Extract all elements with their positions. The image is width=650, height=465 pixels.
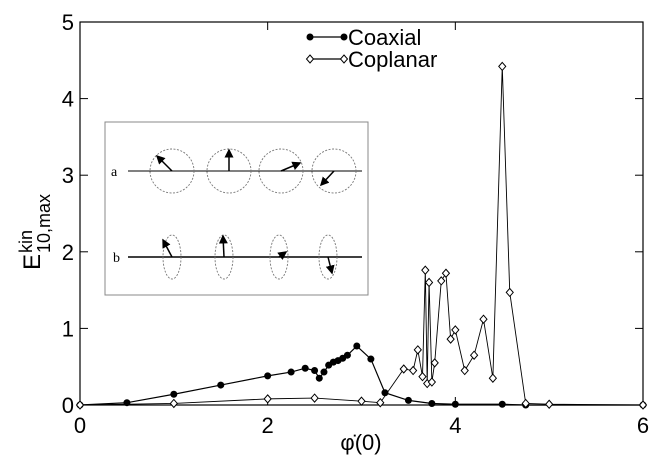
inset-circle bbox=[258, 148, 304, 194]
x-tick-label: 2 bbox=[262, 413, 274, 438]
point bbox=[287, 368, 295, 376]
legend-label: Coplanar bbox=[348, 47, 437, 72]
inset-arrow bbox=[280, 161, 302, 172]
point bbox=[545, 399, 554, 409]
legend-marker bbox=[305, 54, 315, 64]
point bbox=[428, 399, 436, 407]
inset-arrow bbox=[155, 154, 173, 172]
y-tick-label: 5 bbox=[62, 10, 74, 35]
point bbox=[451, 325, 460, 335]
series-line bbox=[79, 66, 644, 406]
inset-frame bbox=[104, 121, 369, 296]
point bbox=[123, 399, 131, 407]
inset-arrow bbox=[218, 234, 228, 258]
point bbox=[460, 365, 469, 376]
point bbox=[451, 400, 459, 408]
y-label-sub: 10,max bbox=[34, 194, 54, 253]
point bbox=[311, 367, 319, 375]
point bbox=[320, 368, 328, 376]
y-tick-label: 0 bbox=[62, 393, 74, 418]
plot-frame bbox=[79, 21, 644, 406]
inset-label: b bbox=[113, 251, 120, 266]
y-tick-label: 2 bbox=[62, 240, 74, 265]
point bbox=[263, 394, 272, 404]
point bbox=[413, 345, 422, 355]
legend-marker bbox=[340, 33, 348, 41]
point bbox=[75, 400, 85, 410]
point bbox=[315, 374, 323, 382]
point bbox=[404, 396, 412, 404]
inset-ellipse bbox=[162, 234, 182, 280]
y-label-sup: kin bbox=[16, 230, 36, 253]
point bbox=[488, 373, 498, 383]
point bbox=[424, 277, 434, 288]
point bbox=[310, 393, 319, 403]
legend-marker bbox=[306, 33, 314, 41]
point bbox=[421, 265, 430, 275]
point bbox=[264, 372, 272, 380]
point bbox=[301, 364, 309, 372]
point bbox=[357, 396, 366, 406]
point bbox=[638, 400, 648, 410]
inset-circle bbox=[149, 148, 195, 194]
inset-arrow bbox=[277, 251, 288, 261]
point bbox=[418, 371, 427, 382]
series-line bbox=[79, 345, 643, 406]
y-label-main: E bbox=[19, 254, 46, 270]
legend-marker bbox=[339, 54, 349, 64]
point bbox=[217, 381, 225, 389]
point bbox=[427, 377, 437, 387]
point bbox=[399, 364, 408, 374]
y-tick-label: 4 bbox=[62, 87, 74, 112]
y-tick-label: 3 bbox=[62, 163, 74, 188]
point bbox=[521, 398, 530, 409]
x-axis-label: φ̇(0) bbox=[340, 430, 381, 455]
point bbox=[437, 276, 446, 286]
point bbox=[367, 355, 375, 363]
x-tick-label: 0 bbox=[74, 413, 86, 438]
point bbox=[441, 268, 451, 279]
point bbox=[505, 287, 514, 298]
point bbox=[376, 397, 385, 408]
point bbox=[498, 400, 506, 408]
inset-circle bbox=[311, 148, 357, 194]
point bbox=[408, 365, 418, 376]
point bbox=[479, 314, 488, 324]
point bbox=[169, 398, 178, 409]
legend-label: Coaxial bbox=[348, 25, 421, 50]
point bbox=[498, 61, 507, 72]
inset-arrow bbox=[319, 170, 335, 187]
point bbox=[170, 390, 178, 398]
point bbox=[446, 334, 455, 344]
y-axis-label: E kin 10,max bbox=[16, 194, 54, 270]
inset-ellipse bbox=[318, 234, 338, 280]
point bbox=[469, 350, 479, 360]
inset-arrow bbox=[162, 238, 173, 258]
x-tick-label: 4 bbox=[449, 413, 461, 438]
inset-arrow bbox=[325, 256, 335, 275]
x-tick-label: 6 bbox=[637, 413, 649, 438]
inset-ellipse bbox=[214, 234, 234, 280]
point bbox=[430, 358, 439, 368]
point bbox=[381, 389, 389, 397]
inset-label: a bbox=[111, 165, 118, 180]
inset: a b bbox=[104, 121, 369, 296]
inset-ellipse bbox=[269, 234, 289, 280]
point bbox=[353, 342, 361, 350]
y-tick-label: 1 bbox=[62, 316, 74, 341]
point bbox=[343, 351, 351, 359]
